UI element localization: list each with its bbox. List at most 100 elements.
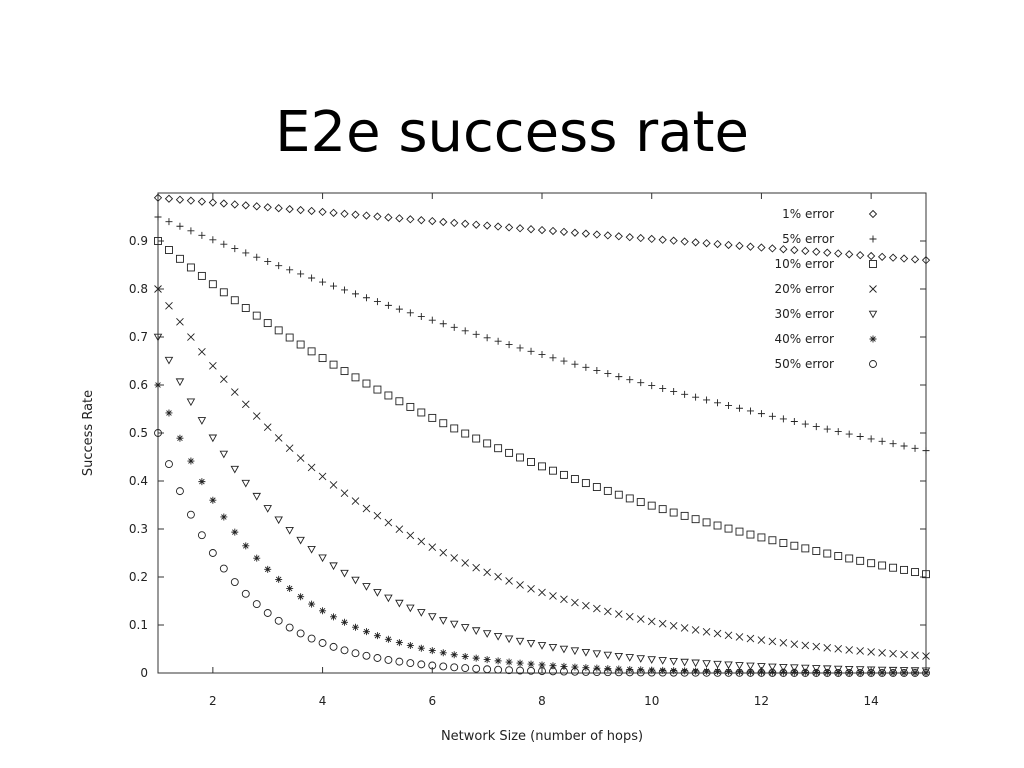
data-point (889, 649, 897, 658)
data-point (681, 390, 689, 398)
data-point (834, 428, 842, 436)
data-point (922, 652, 930, 660)
data-point (286, 266, 294, 274)
data-point (636, 655, 646, 663)
data-point (680, 668, 689, 677)
data-point (812, 547, 821, 555)
data-point (197, 531, 206, 540)
data-point (735, 668, 744, 677)
series-20-error (154, 285, 930, 660)
data-point (724, 661, 733, 670)
data-point (176, 434, 184, 442)
data-point (285, 444, 294, 453)
data-point (165, 460, 173, 469)
data-point (515, 224, 525, 233)
data-point (241, 201, 250, 210)
data-point (198, 231, 206, 239)
data-point (636, 498, 645, 507)
data-point (790, 664, 799, 673)
data-point (406, 604, 415, 613)
series-40-error (154, 381, 930, 677)
data-point (384, 391, 393, 400)
data-point (395, 599, 404, 608)
data-point (625, 612, 634, 621)
data-point (373, 385, 382, 394)
data-point (516, 659, 524, 667)
data-point (801, 641, 810, 650)
data-point (275, 262, 283, 270)
data-point (516, 666, 525, 675)
data-point (318, 639, 327, 647)
data-point (559, 645, 569, 654)
data-point (538, 588, 546, 597)
data-point (538, 462, 546, 471)
data-point (834, 249, 843, 258)
data-point (647, 501, 656, 510)
data-point (505, 448, 514, 457)
data-point (790, 640, 799, 648)
data-point (779, 415, 787, 423)
data-point (384, 594, 393, 603)
data-point (318, 472, 327, 481)
data-point (603, 668, 612, 677)
legend-label: 1% error (782, 207, 834, 221)
data-point (659, 666, 667, 674)
data-point (516, 344, 524, 352)
data-point (878, 669, 886, 677)
data-point (208, 280, 217, 289)
data-point (187, 227, 195, 235)
data-point (658, 505, 667, 514)
data-point (878, 648, 886, 657)
data-point (439, 217, 448, 227)
data-point (921, 256, 931, 265)
data-point (439, 419, 448, 428)
data-point (241, 400, 250, 409)
data-point (604, 370, 612, 378)
data-point (153, 333, 163, 342)
data-point (154, 237, 162, 245)
data-point (757, 533, 766, 542)
data-point (833, 665, 843, 674)
data-point (516, 581, 524, 589)
data-point (439, 320, 447, 328)
data-point (614, 668, 623, 677)
data-point (527, 660, 535, 668)
data-point (735, 527, 744, 536)
data-point (176, 317, 184, 326)
legend-marker (869, 235, 877, 243)
data-point (461, 653, 469, 661)
series-10-error (154, 237, 930, 579)
data-point (746, 668, 755, 677)
data-point (417, 644, 425, 652)
data-point (395, 214, 404, 223)
data-point (208, 434, 218, 443)
data-point (812, 642, 821, 651)
data-point (648, 382, 656, 390)
data-point (165, 301, 173, 310)
data-point (208, 549, 217, 557)
data-point (406, 215, 415, 224)
data-point (790, 417, 798, 425)
data-point (230, 465, 240, 474)
data-point (845, 669, 853, 677)
data-point (252, 600, 261, 609)
data-point (812, 423, 820, 431)
data-point (790, 668, 798, 676)
data-point (197, 197, 207, 206)
data-point (428, 216, 437, 226)
data-point (340, 367, 349, 376)
axis-ticks: 2 4 6 8 10 12 14 0 0.1 0.2 0.3 0.4 0.5 0.6 0.7 0.8 0.9 (129, 193, 926, 708)
legend-label: 50% error (774, 357, 834, 371)
data-point (636, 668, 645, 677)
data-point (603, 651, 613, 660)
series-1-error (153, 193, 931, 265)
y-tick-label-2: 0.2 (129, 570, 148, 584)
data-point (230, 200, 239, 209)
data-point (582, 601, 590, 610)
data-point (263, 423, 272, 432)
data-point (384, 518, 393, 527)
data-point (494, 572, 502, 581)
data-point (230, 388, 239, 396)
data-point (461, 327, 469, 335)
data-point (395, 397, 404, 406)
